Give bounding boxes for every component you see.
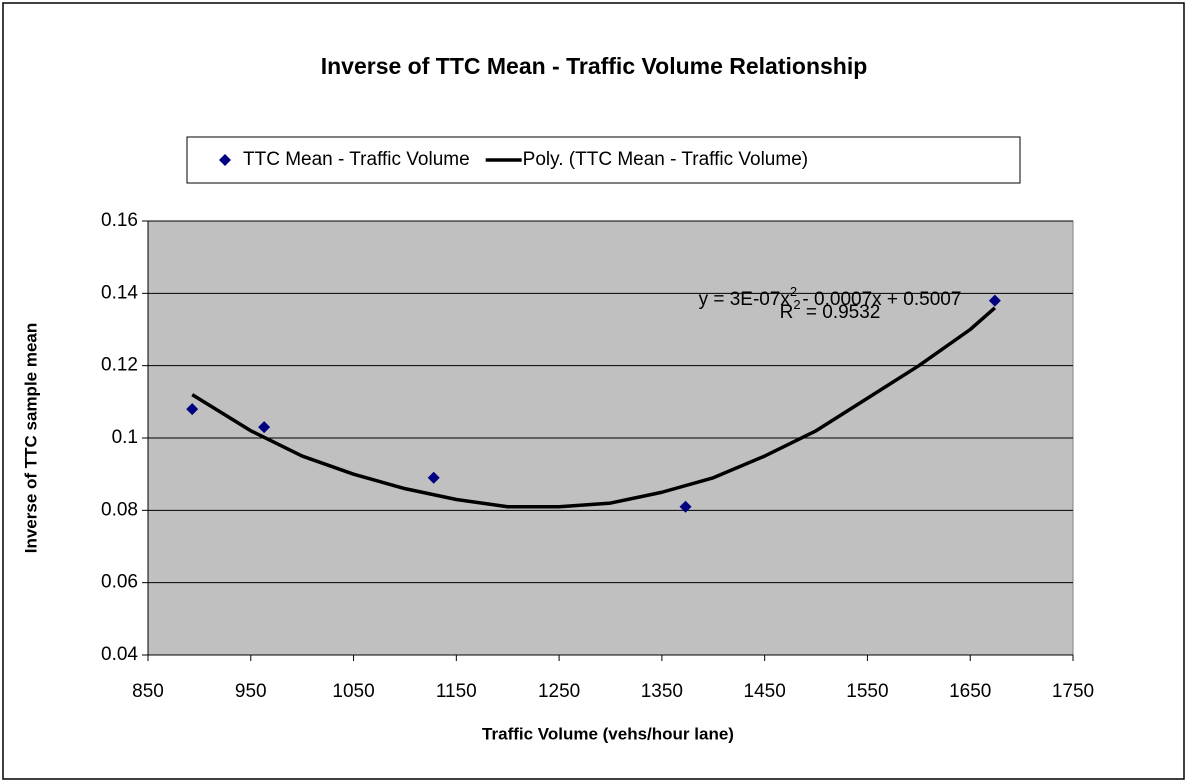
- trend-equation-part: y = 3E-07x: [699, 289, 791, 310]
- legend-label: Poly. (TTC Mean - Traffic Volume): [523, 149, 808, 170]
- y-tick-label: 0.08: [101, 499, 138, 520]
- data-point: [427, 471, 440, 484]
- legend-marker: [219, 154, 231, 166]
- data-point: [679, 500, 692, 513]
- x-tick-label: 1550: [846, 681, 888, 702]
- y-tick-label: 0.1: [112, 427, 138, 448]
- r-squared-part: 2: [793, 297, 800, 312]
- data-point: [186, 403, 199, 416]
- trend-equation-part: 2: [790, 284, 797, 299]
- y-tick-label: 0.06: [101, 572, 138, 593]
- y-tick-label: 0.14: [101, 282, 138, 303]
- r-squared-part: R: [780, 302, 794, 323]
- x-axis-label: Traffic Volume (vehs/hour lane): [482, 724, 734, 743]
- x-tick-label: 950: [235, 681, 267, 702]
- r-squared-part: = 0.9532: [801, 302, 881, 323]
- x-tick-label: 1050: [332, 681, 374, 702]
- data-point: [988, 294, 1001, 307]
- y-tick-label: 0.16: [101, 210, 138, 231]
- trend-equation: y = 3E-07x2 - 0.0007x + 0.5007: [699, 284, 962, 310]
- trend-line: [191, 306, 997, 509]
- y-axis-label: Inverse of TTC sample mean: [21, 323, 40, 554]
- r-squared: R2 = 0.9532: [780, 297, 881, 323]
- data-point: [258, 421, 271, 434]
- legend-label: TTC Mean - Traffic Volume: [243, 149, 470, 170]
- x-tick-label: 1250: [538, 681, 580, 702]
- x-tick-label: 1150: [436, 681, 477, 702]
- legend: [186, 136, 1021, 184]
- x-tick-label: 1350: [641, 681, 683, 702]
- y-tick-label: 0.12: [101, 355, 138, 376]
- chart-title: Inverse of TTC Mean - Traffic Volume Rel…: [321, 53, 868, 79]
- y-tick-label: 0.04: [101, 644, 138, 665]
- x-tick-label: 1650: [949, 681, 991, 702]
- trend-equation-part: - 0.0007x + 0.5007: [797, 289, 961, 310]
- x-tick-label: 850: [132, 681, 164, 702]
- x-tick-label: 1450: [744, 681, 786, 702]
- x-tick-label: 1750: [1052, 681, 1094, 702]
